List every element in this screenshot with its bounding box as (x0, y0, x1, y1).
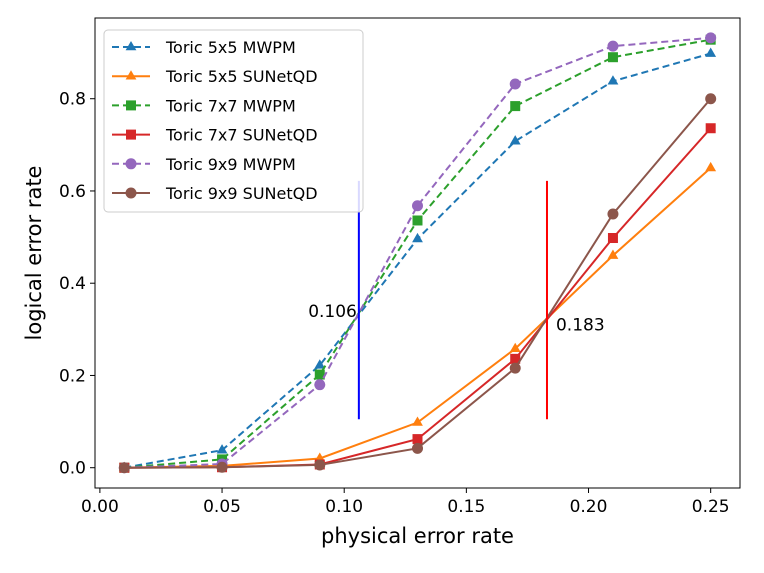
data-point (314, 459, 326, 471)
data-point (412, 416, 423, 426)
x-tick-label: 0.15 (447, 497, 485, 517)
legend-marker (125, 158, 137, 170)
data-point (705, 47, 717, 57)
y-tick-label: 0.4 (59, 274, 86, 294)
legend-label: Toric 5x5 MWPM (165, 38, 296, 57)
y-tick-label: 0.0 (59, 459, 86, 479)
plot-frame (94, 17, 741, 489)
legend-entry: Toric 9x9 SUNetQD (112, 184, 318, 203)
data-point (314, 452, 326, 462)
data-point (510, 353, 521, 364)
data-point (314, 379, 326, 391)
legend-marker (126, 129, 136, 140)
data-point (314, 369, 325, 380)
data-point (412, 200, 423, 212)
data-point (607, 233, 618, 244)
data-point (412, 215, 423, 226)
x-tick-label: 0.00 (81, 497, 119, 517)
data-point (607, 52, 618, 63)
x-axis-label: physical error rate (321, 524, 514, 548)
legend: Toric 5x5 MWPM Toric 5x5 SUNetQD Toric 7x7… (103, 29, 364, 213)
legend-entry: Toric 5x5 SUNetQD (112, 67, 318, 86)
data-point (509, 78, 521, 90)
x-axis-ticks: 0.00 0.05 0.10 0.15 0.20 0.25 (81, 488, 730, 517)
data-point (412, 442, 423, 454)
series-toric-9x9-sunetqd (118, 93, 717, 474)
data-point (607, 208, 619, 220)
x-tick-label: 0.20 (570, 497, 608, 517)
data-point (607, 249, 619, 259)
legend-label: Toric 7x7 SUNetQD (165, 126, 318, 145)
legend-entry: Toric 7x7 SUNetQD (112, 126, 318, 145)
legend-entry: Toric 9x9 MWPM (112, 155, 296, 174)
data-point (412, 232, 423, 243)
data-point (509, 135, 521, 145)
legend-entry: Toric 5x5 MWPM (112, 38, 296, 57)
legend-label: Toric 9x9 MWPM (165, 155, 296, 174)
y-tick-label: 0.8 (59, 90, 86, 110)
legend-marker (125, 70, 137, 80)
x-tick-label: 0.25 (692, 497, 730, 517)
legend-marker (125, 41, 137, 51)
data-point (705, 93, 717, 105)
y-axis-ticks: 0.0 0.2 0.4 0.6 0.8 (59, 90, 95, 479)
data-point (216, 444, 228, 454)
legend-label: Toric 5x5 SUNetQD (165, 67, 318, 86)
legend-label: Toric 7x7 MWPM (165, 96, 296, 115)
legend-entry: Toric 7x7 MWPM (112, 96, 296, 115)
y-tick-label: 0.2 (59, 366, 86, 386)
legend-marker (126, 100, 136, 111)
data-point (216, 461, 228, 473)
x-tick-label: 0.05 (203, 497, 241, 517)
data-point (607, 75, 619, 85)
data-point (412, 434, 423, 445)
series-layer (118, 32, 717, 474)
data-point (607, 40, 619, 52)
data-point (509, 342, 521, 353)
legend-label: Toric 9x9 SUNetQD (165, 184, 318, 203)
x-tick-label: 0.10 (325, 497, 363, 517)
data-point (118, 462, 130, 474)
threshold-layer: 0.106 0.183 (308, 180, 605, 420)
data-point (705, 161, 717, 172)
legend-box (103, 29, 364, 213)
data-point (509, 362, 521, 374)
threshold-label: 0.183 (556, 316, 605, 336)
y-axis-label: logical error rate (22, 166, 46, 341)
threshold-label: 0.106 (308, 302, 357, 322)
data-point (510, 101, 521, 112)
data-point (314, 359, 326, 369)
data-point (705, 32, 717, 44)
legend-marker (125, 187, 137, 199)
y-tick-label: 0.6 (59, 182, 86, 202)
data-point (705, 123, 716, 134)
